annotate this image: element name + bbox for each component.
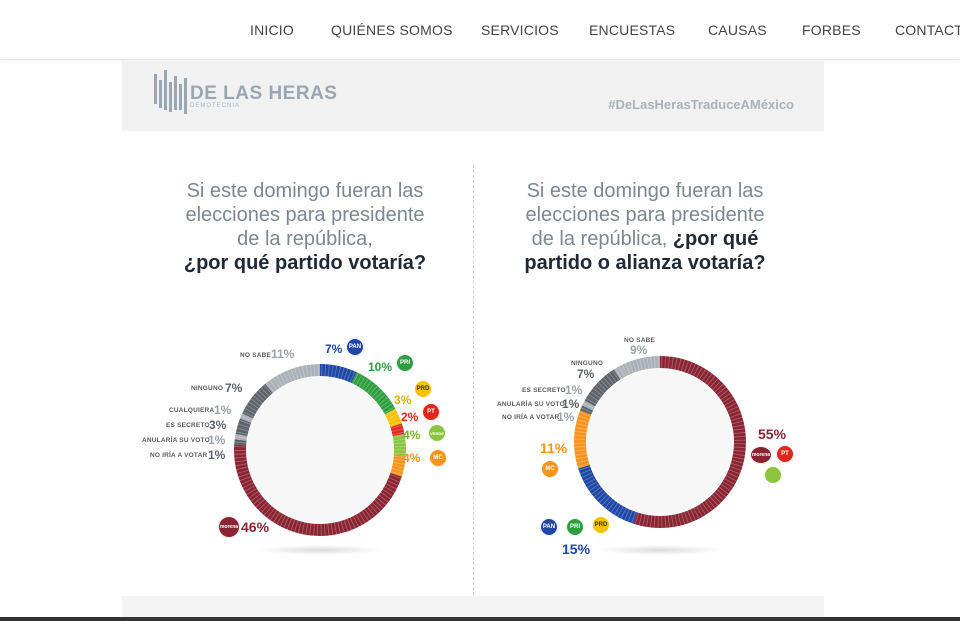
chart2-pct-mc: 11%: [540, 440, 568, 456]
chart2-label-anularia: ANULARÍA SU VOTO: [497, 401, 565, 408]
pri-logo-icon: PRI: [396, 354, 414, 372]
chart1-pct-pvem: 4%: [403, 428, 421, 442]
chart2-pct-anularia: 1%: [562, 397, 580, 411]
chart2-pct-pan: 15%: [562, 541, 591, 557]
chart2-pct-noiria: 1%: [557, 410, 575, 424]
brand-logo-icon: [154, 70, 187, 114]
chart2-pes-logo-icon: [764, 466, 782, 484]
chart1-pct-prd: 3%: [394, 393, 412, 407]
chart1-pct-cualquiera: 1%: [214, 403, 232, 417]
chart2-pct-ninguno: 7%: [577, 367, 595, 381]
brand-name: DE LAS HERAS: [190, 83, 338, 104]
chart2-pt-logo-icon: PT: [776, 445, 794, 463]
chart1-pct-mc: 4%: [403, 451, 421, 465]
chart1-label-cualquiera: CUALQUIERA: [169, 407, 215, 414]
panel-divider: [473, 165, 474, 595]
chart1-pct-nosabe: 11%: [271, 347, 295, 361]
mc-logo-icon: MC: [429, 449, 447, 467]
morena-logo-icon: morena: [218, 516, 240, 538]
brand-subtitle: DEMOTECNIA: [190, 103, 241, 109]
chart2-prd-logo-icon: PRD: [592, 516, 610, 534]
chart1-shadow: [255, 545, 385, 555]
chart1-pct-pan: 7%: [325, 342, 343, 356]
pvem-logo-icon: VERDE: [428, 424, 446, 442]
top-navigation: INICIO QUIÉNES SOMOS SERVICIOS ENCUESTAS…: [0, 0, 960, 60]
nav-causas[interactable]: CAUSAS: [708, 22, 767, 38]
chart2-shadow: [595, 545, 725, 555]
chart1-label-ninguno: NINGUNO: [191, 385, 224, 392]
prd-logo-icon: PRD: [414, 380, 432, 398]
nav-contacto[interactable]: CONTACTO: [895, 22, 960, 38]
nav-forbes[interactable]: FORBES: [802, 22, 861, 38]
pt-logo-icon: PT: [422, 403, 440, 421]
chart1-pct-morena: 46%: [241, 519, 270, 535]
nav-servicios[interactable]: SERVICIOS: [481, 22, 559, 38]
chart2-title: Si este domingo fueran las elecciones pa…: [524, 180, 766, 274]
chart1-label-anularia: ANULARÍA SU VOTO: [142, 437, 210, 444]
nav-quienes-somos[interactable]: QUIÉNES SOMOS: [331, 22, 453, 38]
chart1-pct-secreto: 3%: [209, 418, 227, 432]
chart2-pan-logo-icon: PAN: [540, 518, 558, 536]
chart1-pct-noiria: 1%: [208, 448, 226, 462]
chart1-pct-ninguno: 7%: [225, 381, 243, 395]
chart1-pct-pri: 10%: [368, 360, 393, 374]
chart1-pct-pt: 2%: [401, 410, 419, 424]
chart1-label-nosabe: NO SABE: [240, 352, 272, 359]
chart2-pri-logo-icon: PRI: [566, 518, 584, 536]
chart2-pct-morena: 55%: [758, 426, 787, 442]
bottom-border: [0, 617, 960, 621]
brand-hashtag: #DeLasHerasTraduceAMéxico: [608, 97, 794, 112]
chart2-pct-nosabe: 9%: [630, 343, 648, 357]
chart1-pct-anularia: 1%: [208, 433, 226, 447]
chart1-label-noiria: NO IRÍA A VOTAR: [150, 452, 208, 459]
pan-logo-icon: PAN: [346, 338, 364, 356]
nav-encuestas[interactable]: ENCUESTAS: [589, 22, 676, 38]
chart2-mc-logo-icon: MC: [541, 460, 559, 478]
chart1-label-secreto: ES SECRETO: [166, 422, 210, 429]
chart2-label-nosabe: NO SABE: [624, 337, 656, 344]
nav-inicio[interactable]: INICIO: [250, 22, 294, 38]
next-section-strip: [122, 596, 824, 621]
chart2-label-secreto: ES SECRETO: [522, 387, 566, 394]
chart2-label-ninguno: NINGUNO: [571, 360, 604, 367]
chart2-label-noiria: NO IRÍA A VOTAR: [502, 414, 560, 421]
chart2-morena-logo-icon: morena: [750, 446, 772, 464]
chart2-pct-secreto: 1%: [565, 383, 583, 397]
chart1-title: Si este domingo fueran las elecciones pa…: [183, 180, 427, 274]
infographic-header: [122, 60, 824, 131]
